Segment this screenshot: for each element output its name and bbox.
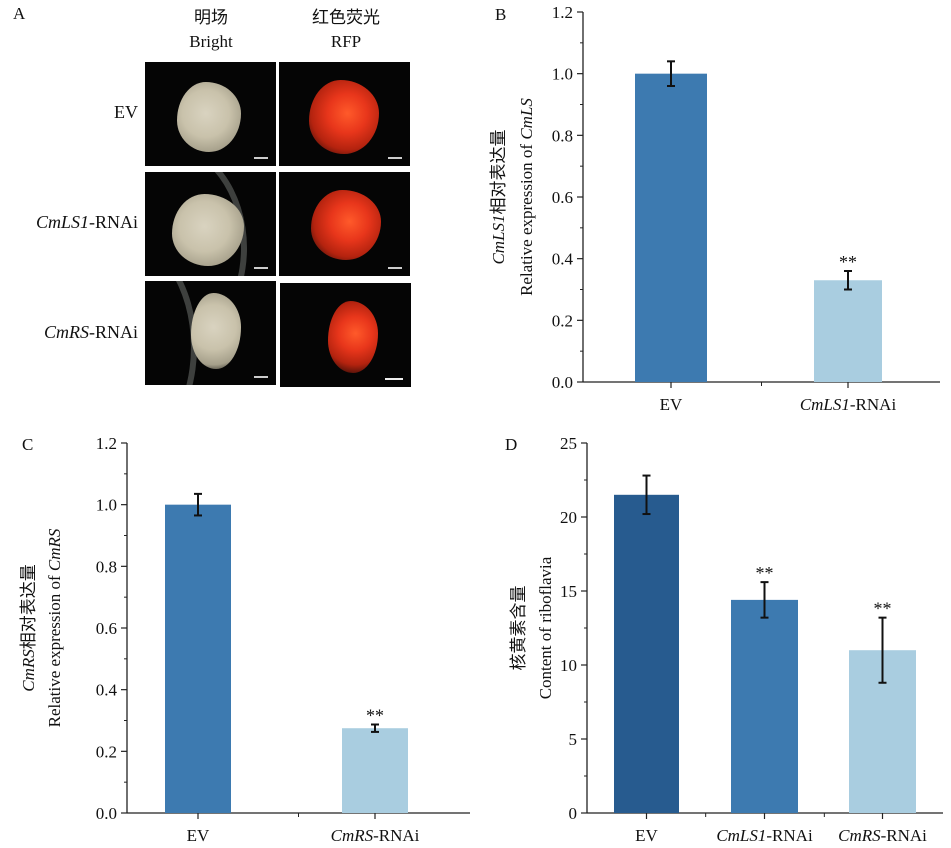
- bar-ev: [614, 494, 679, 813]
- row-label-italic: CmRS: [44, 322, 89, 342]
- panel-label: D: [505, 435, 517, 454]
- y-tick-label: 10: [560, 656, 577, 675]
- y-axis-label-line: CmRS相对表达量: [19, 564, 38, 692]
- chart-panel-b: B0.00.20.40.60.81.01.2EV**CmLS1-RNAiCmLS…: [489, 3, 940, 414]
- x-tick-label-text: -RNAi: [850, 395, 897, 414]
- row-label-ev: EV: [8, 102, 138, 123]
- bar-cmrs-rnai: [342, 728, 408, 813]
- row-label-cmrs: CmRS-RNAi: [8, 322, 138, 343]
- y-tick-label: 1.0: [96, 496, 117, 515]
- bar-ev: [635, 73, 707, 383]
- column-header-en: RFP: [330, 32, 362, 51]
- significance-label: **: [874, 599, 892, 619]
- bar-cmls1-rnai: [814, 280, 882, 382]
- y-tick-label: 0: [569, 804, 578, 823]
- y-axis-label-line: Relative expression of CmRS: [45, 528, 64, 727]
- y-axis-label-line: CmLS1相对表达量: [489, 129, 508, 264]
- y-axis-label-part: 相对表达量: [19, 564, 38, 649]
- row-label-cmls1: CmLS1-RNAi: [8, 212, 138, 233]
- column-header-en: Bright: [189, 32, 233, 51]
- column-header-bright: 明场 Bright: [141, 6, 281, 54]
- row-label-text: -RNAi: [89, 212, 138, 232]
- panel-label: B: [495, 5, 506, 24]
- chart-panel-c: C0.00.20.40.60.81.01.2EV**CmRS-RNAiCmRS相…: [19, 434, 470, 845]
- photo-ev-rfp: [279, 62, 410, 166]
- x-tick-label-text: -RNAi: [766, 826, 813, 845]
- x-tick-label: CmLS1-RNAi: [800, 395, 897, 414]
- panel-label: C: [22, 435, 33, 454]
- y-tick-label: 5: [569, 730, 578, 749]
- y-tick-label: 0.4: [552, 250, 574, 269]
- y-axis-label-part: CmRS: [45, 528, 64, 571]
- x-tick-label-italic: CmRS: [331, 826, 374, 845]
- y-axis-label-part: CmLS1: [489, 214, 508, 264]
- x-tick-label: EV: [187, 826, 210, 845]
- y-axis-label-part: Relative expression of: [517, 140, 536, 296]
- y-axis-label-part: CmLS: [517, 98, 536, 140]
- y-axis-label-line: 核黄素含量: [509, 586, 528, 671]
- bar-cmls1-rnai: [731, 599, 798, 813]
- x-tick-label-italic: CmLS1: [716, 826, 766, 845]
- row-label-text: -RNAi: [89, 322, 138, 342]
- row-label-text: EV: [114, 102, 138, 122]
- y-tick-label: 15: [560, 582, 577, 601]
- y-tick-label: 0.8: [96, 557, 117, 576]
- significance-label: **: [366, 706, 384, 726]
- y-tick-label: 0.2: [552, 311, 573, 330]
- x-tick-label-italic: CmLS1: [800, 395, 850, 414]
- y-tick-label: 20: [560, 508, 577, 527]
- photo-cmrs-bright: [145, 281, 276, 385]
- photo-cmls1-rfp: [279, 172, 410, 276]
- bar-ev: [165, 504, 231, 813]
- photo-cmrs-rfp: [280, 283, 411, 387]
- y-tick-label: 0.0: [96, 804, 117, 823]
- x-tick-label: EV: [660, 395, 683, 414]
- x-tick-label-italic: CmRS: [838, 826, 881, 845]
- y-tick-label: 0.6: [552, 188, 573, 207]
- y-tick-label: 0.0: [552, 373, 573, 392]
- y-tick-label: 0.4: [96, 681, 118, 700]
- photo-cmls1-bright: [145, 172, 276, 276]
- panel-a-label: A: [13, 4, 26, 23]
- x-tick-label: EV: [635, 826, 658, 845]
- column-header-rfp: 红色荧光 RFP: [276, 6, 416, 54]
- y-tick-label: 0.2: [96, 742, 117, 761]
- y-axis-label-part: Relative expression of: [45, 571, 64, 727]
- y-tick-label: 1.0: [552, 65, 573, 84]
- significance-label: **: [839, 252, 857, 272]
- y-tick-label: 1.2: [96, 434, 117, 453]
- photo-ev-bright: [145, 62, 276, 166]
- x-tick-label: CmRS-RNAi: [331, 826, 420, 845]
- x-tick-label-text: -RNAi: [373, 826, 420, 845]
- column-header-zh: 红色荧光: [312, 8, 380, 27]
- column-header-zh: 明场: [194, 8, 228, 27]
- chart-panel-d: D0510152025EV**CmLS1-RNAi**CmRS-RNAi核黄素含…: [505, 434, 943, 845]
- significance-label: **: [756, 563, 774, 583]
- y-axis-label-part: 核黄素含量: [509, 586, 528, 671]
- y-axis-label-part: 相对表达量: [489, 129, 508, 214]
- y-axis-label-line: Relative expression of CmLS: [517, 98, 536, 296]
- y-axis-label-part: CmRS: [19, 649, 38, 692]
- row-label-italic: CmLS1: [35, 212, 89, 232]
- y-tick-label: 25: [560, 434, 577, 453]
- y-tick-label: 0.8: [552, 126, 573, 145]
- y-tick-label: 0.6: [96, 619, 117, 638]
- x-tick-label-text: -RNAi: [881, 826, 928, 845]
- x-tick-label: CmRS-RNAi: [838, 826, 927, 845]
- y-axis-label-part: Content of riboflavia: [536, 556, 555, 699]
- y-axis-label-line: Content of riboflavia: [536, 556, 555, 699]
- y-tick-label: 1.2: [552, 3, 573, 22]
- x-tick-label: CmLS1-RNAi: [716, 826, 813, 845]
